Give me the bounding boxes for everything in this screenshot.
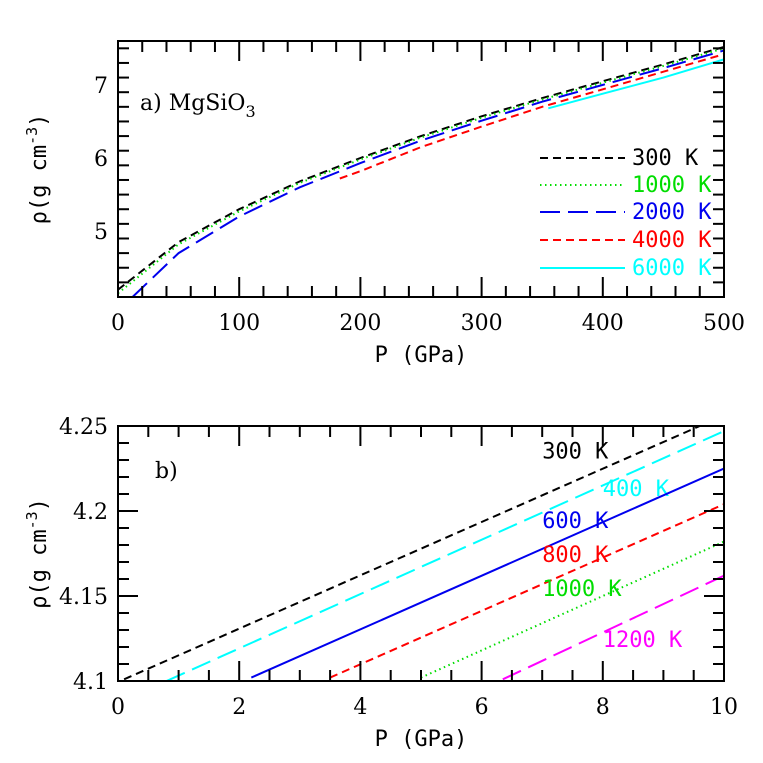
y-tick-label: 7 [94, 74, 108, 99]
series-line-4000k [339, 53, 724, 180]
legend-label: 1000 K [632, 173, 712, 198]
panel-b: 300 K 400 K 600 K 800 K 1000 K 1200 K 0 2 4 6 8 10 4… [23, 415, 738, 752]
x-tick-label: 8 [596, 695, 610, 720]
x-tick-label: 400 [582, 311, 624, 336]
x-tick-label: 0 [111, 695, 125, 720]
legend-label: 300 K [632, 146, 699, 171]
series-label: 400 K [603, 477, 670, 502]
y-tick-label: 4.1 [73, 670, 108, 695]
x-tick-label: 0 [111, 311, 125, 336]
x-tick-label: 2 [232, 695, 246, 720]
y-tick-label: 5 [94, 220, 108, 245]
series-line-1000k [420, 540, 724, 679]
panel-label: a) MgSiO3 [140, 91, 256, 121]
series-label: 300 K [542, 440, 609, 465]
series-label: 800 K [542, 543, 609, 568]
series-line-400k [166, 430, 724, 681]
x-tick-label: 500 [703, 311, 745, 336]
x-tick-label: 300 [461, 311, 503, 336]
series-line-1200k [502, 574, 724, 681]
y-axis-label: ρ(g cm-3) [23, 114, 52, 225]
series-line-600k [250, 467, 724, 679]
y-tick-label: 4.25 [59, 415, 108, 440]
x-tick-label: 10 [710, 695, 738, 720]
panel-label: b) [155, 459, 178, 484]
x-tick-label: 6 [475, 695, 489, 720]
legend-label: 4000 K [632, 228, 712, 253]
series-label: 1200 K [603, 628, 683, 653]
legend-label: 6000 K [632, 256, 712, 281]
y-tick-label: 6 [94, 147, 108, 172]
x-tick-label: 4 [353, 695, 367, 720]
series-label: 1000 K [542, 577, 622, 602]
x-tick-label: 200 [339, 311, 381, 336]
series-label: 600 K [542, 509, 609, 534]
series-line-300k [118, 45, 724, 291]
series-line-6000k [548, 58, 724, 110]
x-tick-label: 100 [218, 311, 260, 336]
plot-frame [117, 40, 725, 298]
x-axis-label: P (GPa) [375, 343, 468, 368]
y-tick-label: 4.15 [59, 585, 108, 610]
x-axis-label: P (GPa) [375, 727, 468, 752]
series-line-800k [329, 503, 724, 679]
series-line-2000k [131, 49, 724, 297]
legend-label: 2000 K [632, 200, 712, 225]
y-tick-label: 4.2 [73, 500, 108, 525]
series-line-300k [123, 426, 701, 681]
y-axis-label: ρ(g cm-3) [23, 498, 52, 609]
